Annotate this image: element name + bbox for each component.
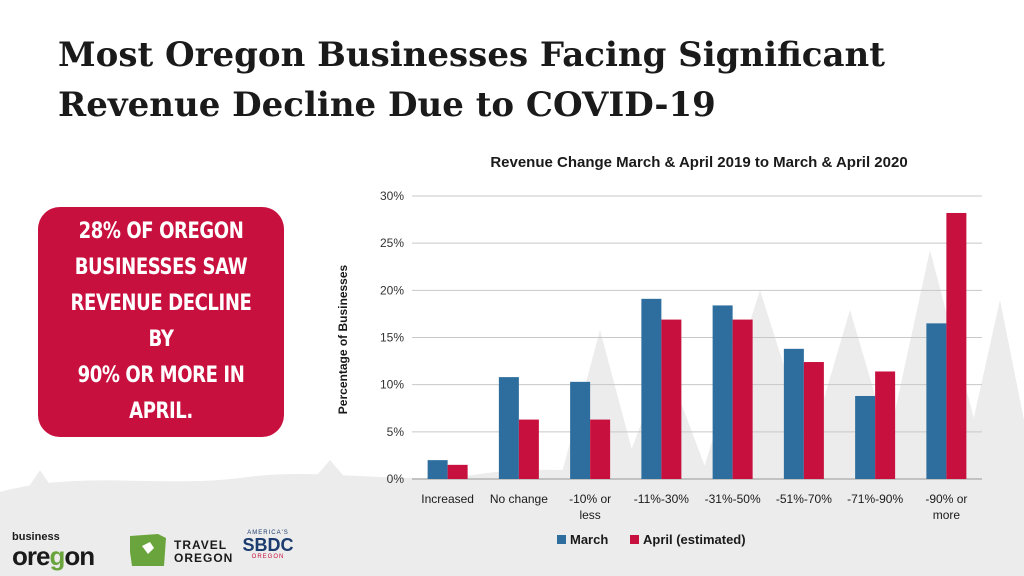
business-oregon-logo-big: oregon [12,541,95,571]
bar-march [427,460,448,479]
y-tick-label: 15% [380,331,404,345]
travel-line-1: TRAVEL [174,538,228,552]
travel-oregon-text: TRAVEL OREGON [174,539,233,565]
sbdc-logo: AMERICA'S SBDC OREGON [238,530,298,570]
callout-line: businesses saw [74,255,248,280]
bar-april [447,464,468,479]
travel-line-2: OREGON [174,551,234,565]
x-tick-label: less [579,508,600,522]
sbdc-logo-bot: OREGON [251,554,285,560]
sbdc-logo-top: AMERICA'S [247,530,289,536]
y-tick-label: 25% [380,236,404,250]
x-tick-label: -11%-30% [634,492,689,506]
y-tick-label: 10% [380,378,404,392]
callout-box: 28% of Oregon businesses saw revenue dec… [38,207,284,437]
bar-april [946,212,967,480]
legend-label-march: March [570,532,608,547]
bar-march [926,323,947,479]
page-title: Most Oregon Businesses Facing Significan… [58,30,958,130]
legend-swatch-march [557,535,566,544]
x-tick-label: -51%-70% [776,492,832,506]
x-tick-label: -31%-50% [705,492,761,506]
bar-april [590,419,611,479]
y-tick-label: 30% [380,189,404,203]
bar-march [783,348,804,479]
x-tick-label: -71%-90% [847,492,903,506]
bar-april [518,419,539,479]
y-tick-label: 5% [387,425,405,439]
sbdc-logo-mid: SBDC [242,535,294,555]
travel-oregon-logo: TRAVEL OREGON [128,530,248,570]
y-tick-label: 20% [380,283,404,297]
callout-line: revenue decline by [70,291,252,352]
x-tick-label: No change [490,492,548,506]
callout-line: 28% of Oregon [78,219,244,244]
x-tick-label: more [933,508,961,522]
logo-text-part: on [64,541,95,571]
business-oregon-logo: business oregon [12,531,95,571]
bar-march [855,395,876,479]
bar-march [712,305,733,479]
legend-label-april: April (estimated) [643,532,746,547]
y-tick-label: 0% [387,472,405,486]
bar-april [803,362,824,479]
bar-april [732,319,753,479]
callout-line: April. [129,399,193,424]
callout-line: 90% or more in [77,363,245,388]
bar-march [570,381,591,479]
logo-text-part: g [49,541,65,571]
callout-text: 28% of Oregon businesses saw revenue dec… [60,214,262,430]
bar-march [641,298,662,479]
business-oregon-logo-small: business [12,531,60,543]
title-line-1: Most Oregon Businesses Facing Significan… [58,35,885,75]
x-tick-label: Increased [421,492,474,506]
x-tick-label: -90% or [925,492,967,506]
bar-april [875,371,896,479]
oregon-state-icon [130,534,166,566]
logo-text-part: ore [12,541,50,571]
chart-title: Revenue Change March & April 2019 to Mar… [490,154,907,171]
y-axis-label: Percentage of Businesses [336,264,350,414]
title-line-2: Revenue Decline Due to COVID-19 [58,85,716,125]
bar-april [661,319,682,479]
bar-march [498,377,519,479]
legend-swatch-april [630,535,639,544]
x-tick-label: -10% or [569,492,611,506]
